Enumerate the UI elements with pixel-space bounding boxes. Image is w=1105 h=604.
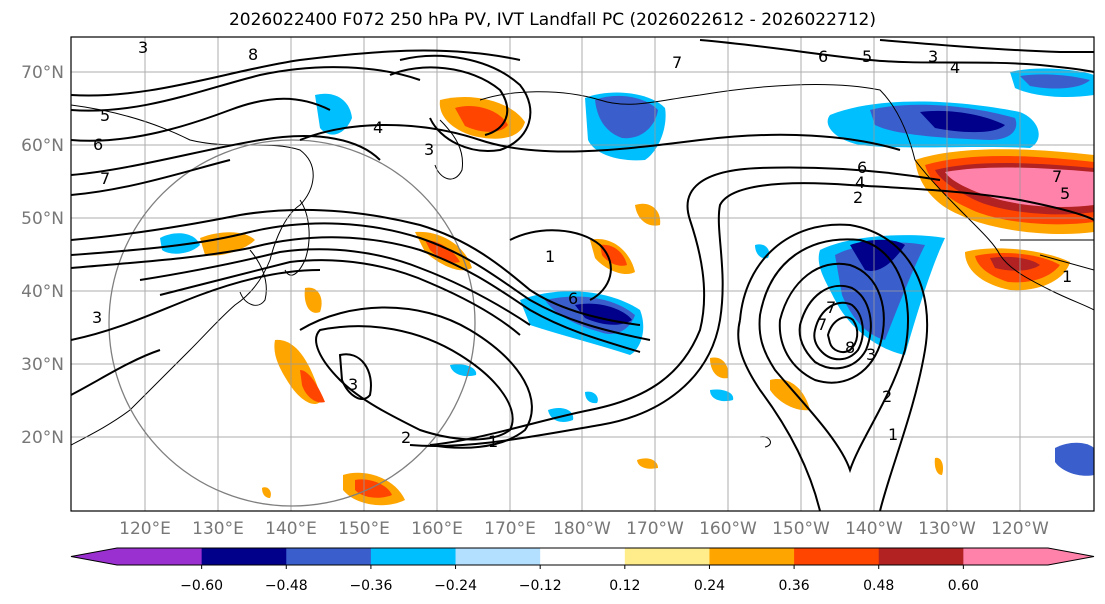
colorbar-segment bbox=[540, 548, 626, 565]
contour-label: 7 bbox=[100, 169, 110, 188]
colorbar-tick-label: −0.60 bbox=[180, 578, 223, 594]
colorbar-tick-label: 0.36 bbox=[779, 578, 810, 594]
lat-label: 70°N bbox=[21, 63, 64, 83]
lon-label: 160°W bbox=[699, 519, 757, 539]
colorbar-tick-label: −0.36 bbox=[349, 578, 392, 594]
contour-labels: 3 8 5 6 7 4 3 6 5 3 4 7 6 4 2 7 5 1 6 7 … bbox=[92, 38, 1072, 451]
lat-label: 40°N bbox=[21, 282, 64, 302]
contour-label: 1 bbox=[888, 425, 898, 444]
lat-label: 30°N bbox=[21, 355, 64, 375]
landfall-radius-circle bbox=[108, 139, 476, 507]
lon-label: 180°W bbox=[553, 519, 611, 539]
lon-label: 120°W bbox=[991, 519, 1049, 539]
colorbar-extend-high bbox=[1048, 548, 1094, 565]
contour-label: 4 bbox=[950, 58, 960, 77]
contour-label: 2 bbox=[401, 428, 411, 447]
colorbar: −0.60 −0.48 −0.36 −0.24 −0.12 0.12 0.24 0.36 0.4… bbox=[70, 547, 1095, 594]
contour-label: 4 bbox=[855, 173, 865, 192]
colorbar-segment bbox=[963, 548, 1049, 565]
contour-label: 7 bbox=[672, 53, 682, 72]
colorbar-segment bbox=[370, 548, 457, 565]
lat-label: 50°N bbox=[21, 209, 64, 229]
colorbar-tick-label: 0.12 bbox=[609, 578, 640, 594]
contour-label: 7 bbox=[817, 315, 827, 334]
colorbar-segment bbox=[878, 548, 964, 565]
lat-label: 60°N bbox=[21, 136, 64, 156]
contour-label: 3 bbox=[866, 345, 876, 364]
colorbar-outline bbox=[70, 547, 1095, 566]
contour-label: 3 bbox=[92, 308, 102, 327]
contour-label: 3 bbox=[138, 38, 148, 57]
colorbar-tick-label: −0.24 bbox=[434, 578, 477, 594]
contour-label: 3 bbox=[928, 47, 938, 66]
contour-label: 2 bbox=[853, 188, 863, 207]
contour-label: 5 bbox=[1060, 184, 1070, 203]
contour-label: 1 bbox=[1062, 267, 1072, 286]
contour-label: 6 bbox=[93, 135, 103, 154]
colorbar-tick-label: 0.48 bbox=[863, 578, 894, 594]
colorbar-extend-low bbox=[71, 548, 117, 565]
contour-label: 2 bbox=[882, 387, 892, 406]
lon-label: 150°W bbox=[772, 519, 830, 539]
lon-label: 120°E bbox=[119, 519, 171, 539]
lat-label: 20°N bbox=[21, 428, 64, 448]
coastlines bbox=[71, 84, 1094, 448]
colorbar-tick-label: −0.12 bbox=[519, 578, 562, 594]
contour-label: 1 bbox=[545, 247, 555, 266]
contour-label: 6 bbox=[568, 289, 578, 308]
lon-label: 130°E bbox=[192, 519, 244, 539]
map-content bbox=[71, 37, 1094, 511]
lon-label: 170°E bbox=[484, 519, 536, 539]
colorbar-tick-label: −0.48 bbox=[265, 578, 308, 594]
contour-label: 5 bbox=[100, 106, 110, 125]
lon-label: 170°W bbox=[626, 519, 684, 539]
contour-label: 4 bbox=[373, 118, 383, 137]
lon-label: 160°E bbox=[411, 519, 463, 539]
pv-contours bbox=[71, 39, 1094, 511]
contour-label: 5 bbox=[862, 47, 872, 66]
contour-label: 6 bbox=[857, 158, 867, 177]
colorbar-segment bbox=[624, 548, 710, 565]
colorbar-tick-label: 0.24 bbox=[694, 578, 725, 594]
map-frame bbox=[70, 36, 1095, 512]
colorbar-segment bbox=[794, 548, 880, 565]
colorbar-segment bbox=[201, 548, 287, 565]
lon-label: 130°W bbox=[918, 519, 976, 539]
contour-label: 7 bbox=[1052, 167, 1062, 186]
contour-label: 3 bbox=[348, 375, 358, 394]
contour-label: 7 bbox=[826, 298, 836, 317]
contour-label: 8 bbox=[248, 45, 258, 64]
colorbar-segment bbox=[286, 548, 372, 565]
longitude-labels: 120°E 130°E 140°E 150°E 160°E 170°E 180°… bbox=[119, 519, 1049, 539]
latitude-labels: 70°N 60°N 50°N 40°N 30°N 20°N bbox=[21, 63, 64, 448]
colorbar-segment bbox=[117, 548, 203, 565]
colorbar-segment bbox=[709, 548, 795, 565]
colorbar-segment bbox=[455, 548, 541, 565]
colorbar-tick-label: 0.60 bbox=[948, 578, 979, 594]
contour-label: 6 bbox=[818, 47, 828, 66]
map-title: 2026022400 F072 250 hPa PV, IVT Landfall… bbox=[228, 10, 876, 30]
contour-label: 3 bbox=[424, 140, 434, 159]
contour-label: 1 bbox=[488, 432, 498, 451]
lon-label: 140°W bbox=[845, 519, 903, 539]
lon-label: 150°E bbox=[338, 519, 390, 539]
lon-label: 140°E bbox=[265, 519, 317, 539]
contour-label: 8 bbox=[845, 338, 855, 357]
